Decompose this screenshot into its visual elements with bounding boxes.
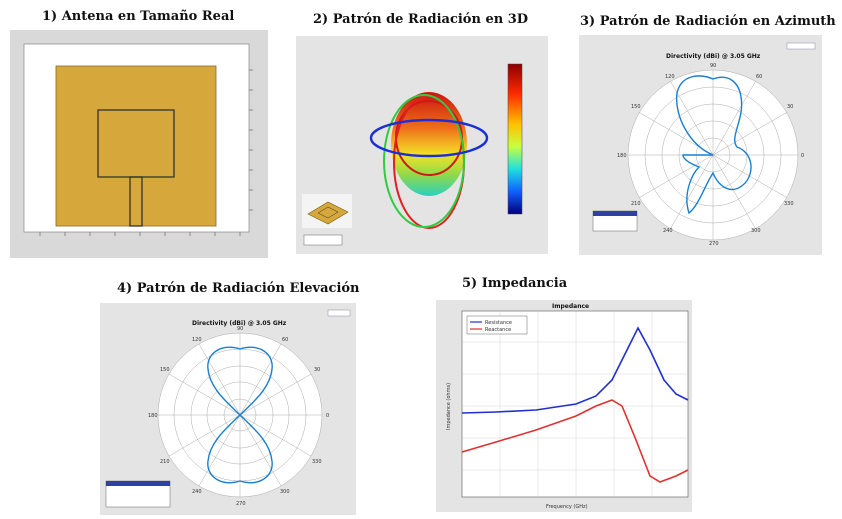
radiation-lobe [391,92,467,196]
impedance-plot-title: Impedance [552,303,589,310]
antenna-panel [10,30,268,258]
az-angle-330: 330 [784,201,794,207]
azimuth-legend [786,42,816,50]
reactance-curve [461,399,689,483]
az-angle-270: 270 [709,241,719,247]
pattern-3d-figure [296,36,548,254]
impedance-plot: Impedance Frequency (GHz) Impedance (ohm… [436,300,692,512]
az-angle-30: 30 [787,104,793,110]
el-angle-240: 240 [192,489,202,495]
resistance-curve [461,326,689,414]
el-angle-210: 210 [160,459,170,465]
elevation-panel: Directivity (dBi) @ 3.05 GHz 90 60 30 0 … [100,303,356,515]
elevation-cut-green [383,94,465,228]
az-angle-210: 210 [631,201,641,207]
azimuth-polar-plot: Directivity (dBi) @ 3.05 GHz 90 60 30 0 … [579,35,822,255]
el-angle-330: 330 [312,459,322,465]
az-angle-300: 300 [751,228,761,234]
el-angle-300: 300 [280,489,290,495]
pattern-3d-panel [296,36,548,254]
legend-resistance: Resistance [485,320,512,326]
az-angle-240: 240 [663,228,673,234]
el-angle-0: 0 [326,413,329,419]
title-azimuth: 3) Patrón de Radiación en Azimuth [580,14,836,29]
elevation-polar-plot: Directivity (dBi) @ 3.05 GHz 90 60 30 0 … [100,303,356,515]
azimuth-pattern-curve [675,75,752,215]
title-elevation: 4) Patrón de Radiación Elevación [117,281,360,296]
impedance-xlabel: Frequency (GHz) [546,504,588,510]
antenna-figure [10,30,268,258]
title-impedancia: 5) Impedancia [462,276,568,291]
legend-reactance: Reactance [485,327,511,333]
el-angle-60: 60 [282,337,288,343]
title-3d: 2) Patrón de Radiación en 3D [313,12,529,27]
az-angle-120: 120 [665,74,675,80]
el-angle-30: 30 [314,367,320,373]
feed-line [129,176,143,227]
el-angle-180: 180 [148,413,158,419]
el-angle-90: 90 [237,326,243,332]
az-angle-180: 180 [617,153,627,159]
az-angle-150: 150 [631,104,641,110]
azimuth-panel: Directivity (dBi) @ 3.05 GHz 90 60 30 0 … [579,35,822,255]
el-angle-120: 120 [192,337,202,343]
color-bar [507,63,523,215]
az-angle-60: 60 [756,74,762,80]
elevation-pattern-curve [207,346,273,484]
patch-element [55,65,217,227]
azimuth-cut [369,118,489,158]
el-angle-270: 270 [236,501,246,507]
el-angle-150: 150 [160,367,170,373]
title-antena: 1) Antena en Tamaño Real [42,9,235,24]
azimuth-plot-title: Directivity (dBi) @ 3.05 GHz [666,53,761,60]
impedance-panel: Impedance Frequency (GHz) Impedance (ohm… [436,300,692,512]
az-angle-0: 0 [801,153,804,159]
impedance-ylabel: Impedance (ohms) [446,383,452,430]
elevation-legend [327,309,351,317]
elevation-plot-title: Directivity (dBi) @ 3.05 GHz [192,320,287,327]
az-angle-90: 90 [710,63,716,69]
